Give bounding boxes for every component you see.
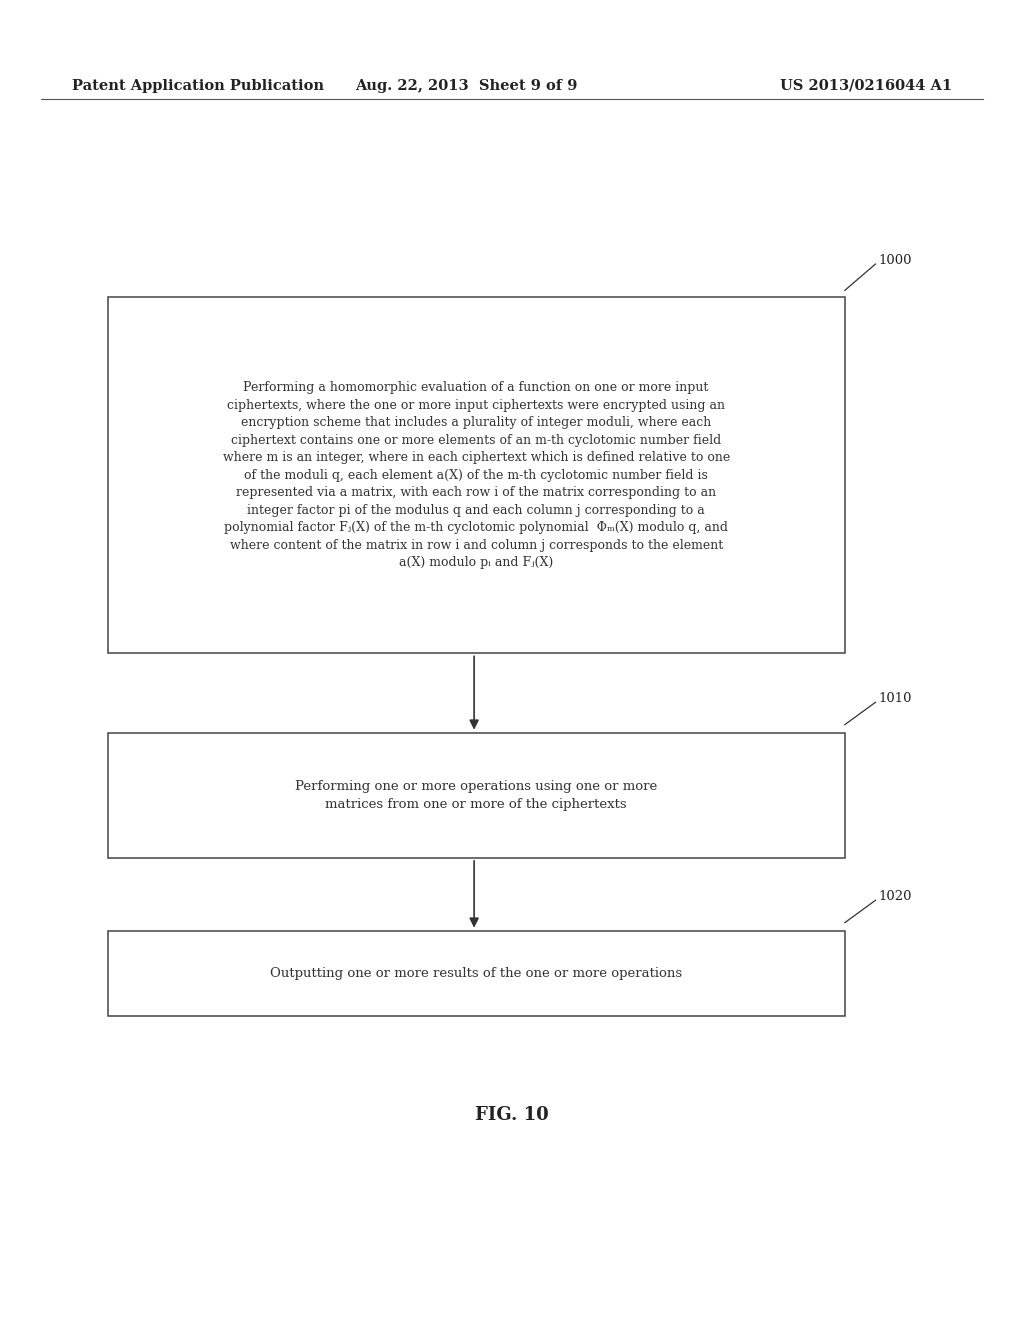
Bar xyxy=(108,297,845,653)
Text: 1020: 1020 xyxy=(879,890,912,903)
Text: Performing one or more operations using one or more
matrices from one or more of: Performing one or more operations using … xyxy=(295,780,657,810)
Text: FIG. 10: FIG. 10 xyxy=(475,1106,549,1125)
Text: Performing a homomorphic evaluation of a function on one or more input
ciphertex: Performing a homomorphic evaluation of a… xyxy=(222,381,730,569)
Text: 1010: 1010 xyxy=(879,692,912,705)
Text: Aug. 22, 2013  Sheet 9 of 9: Aug. 22, 2013 Sheet 9 of 9 xyxy=(354,79,578,92)
Text: Outputting one or more results of the one or more operations: Outputting one or more results of the on… xyxy=(270,968,682,979)
Bar xyxy=(108,733,845,858)
Text: Patent Application Publication: Patent Application Publication xyxy=(72,79,324,92)
Text: 1000: 1000 xyxy=(879,253,912,267)
Text: US 2013/0216044 A1: US 2013/0216044 A1 xyxy=(780,79,952,92)
Bar xyxy=(108,931,845,1016)
